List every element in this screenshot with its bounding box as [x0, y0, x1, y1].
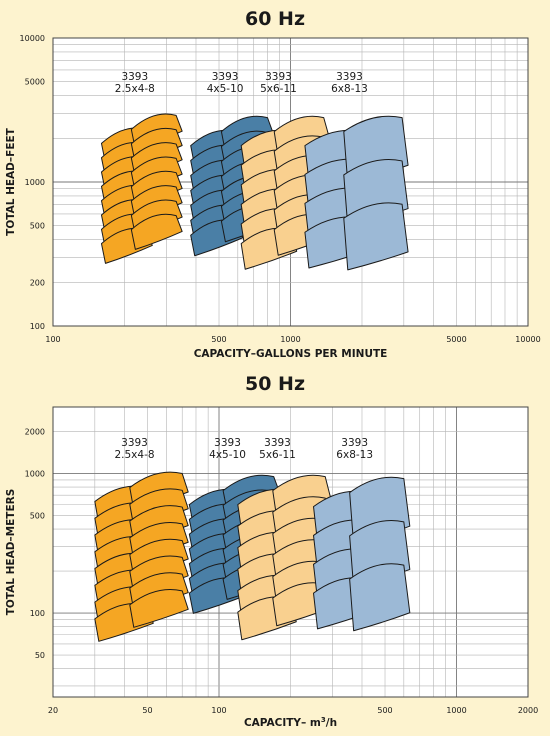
- series-label-model: 3393: [264, 437, 291, 449]
- x-tick-label: 2000: [518, 706, 538, 715]
- y-tick-label: 5000: [25, 77, 45, 86]
- plot-frame: [52, 406, 529, 698]
- y-tick-label: 1000: [25, 470, 45, 479]
- series-label-size: 2.5x4-8: [115, 83, 155, 95]
- series-label-size: 6x8-13: [336, 449, 373, 461]
- x-tick-label: 100: [45, 335, 60, 344]
- x-tick-label: 10000: [515, 335, 540, 344]
- y-tick-label: 50: [35, 651, 45, 660]
- x-axis-label: CAPACITY– m3/h: [244, 716, 337, 729]
- series-label-size: 2.5x4-8: [114, 449, 154, 461]
- x-tick-label: 20: [48, 706, 58, 715]
- stage-curve: [343, 202, 409, 271]
- y-tick-label: 1000: [25, 178, 45, 187]
- chart-title: 50 Hz: [245, 373, 305, 395]
- series-label-size: 5x6-11: [259, 449, 296, 461]
- series-label-model: 3393: [121, 71, 148, 83]
- x-tick-label: 500: [377, 706, 392, 715]
- x-tick-label: 5000: [446, 335, 466, 344]
- series-label-model: 3393: [265, 71, 292, 83]
- x-tick-label: 500: [211, 335, 226, 344]
- y-axis-label: TOTAL HEAD–FEET: [5, 127, 17, 235]
- x-tick-label: 1000: [280, 335, 300, 344]
- chart-0: 60 Hz 100 500 1000 5000 10000 100 200 500 1000 500…: [5, 8, 541, 360]
- series-label-size: 4x5-10: [209, 449, 246, 461]
- series-label-size: 5x6-11: [260, 83, 297, 95]
- y-tick-label: 100: [30, 609, 45, 618]
- x-tick-label: 50: [142, 706, 152, 715]
- x-tick-label: 100: [211, 706, 226, 715]
- y-tick-label: 10000: [20, 34, 45, 43]
- series-label-size: 6x8-13: [331, 83, 368, 95]
- y-tick-label: 2000: [25, 428, 45, 437]
- stage-curve: [129, 588, 189, 628]
- chart-1: 50 Hz 20 50 100 500 1000 2000 50 100 500 1000 2000 C…: [5, 373, 538, 729]
- series-label-model: 3393: [214, 437, 241, 449]
- y-tick-label: 500: [30, 512, 45, 521]
- chart-title: 60 Hz: [245, 8, 305, 30]
- plot-frame: [52, 37, 529, 327]
- series-label-size: 4x5-10: [207, 83, 244, 95]
- y-tick-label: 200: [30, 279, 45, 288]
- series-label-model: 3393: [121, 437, 148, 449]
- y-tick-label: 500: [30, 221, 45, 230]
- series-label-model: 3393: [341, 437, 368, 449]
- y-axis-label: TOTAL HEAD–METERS: [5, 489, 17, 616]
- y-tick-label: 100: [30, 322, 45, 331]
- stage-curve: [349, 563, 411, 632]
- series-label-model: 3393: [336, 71, 363, 83]
- series-label-model: 3393: [212, 71, 239, 83]
- x-axis-label: CAPACITY–GALLONS PER MINUTE: [194, 348, 388, 360]
- stage-curve: [130, 213, 183, 250]
- x-tick-label: 1000: [446, 706, 466, 715]
